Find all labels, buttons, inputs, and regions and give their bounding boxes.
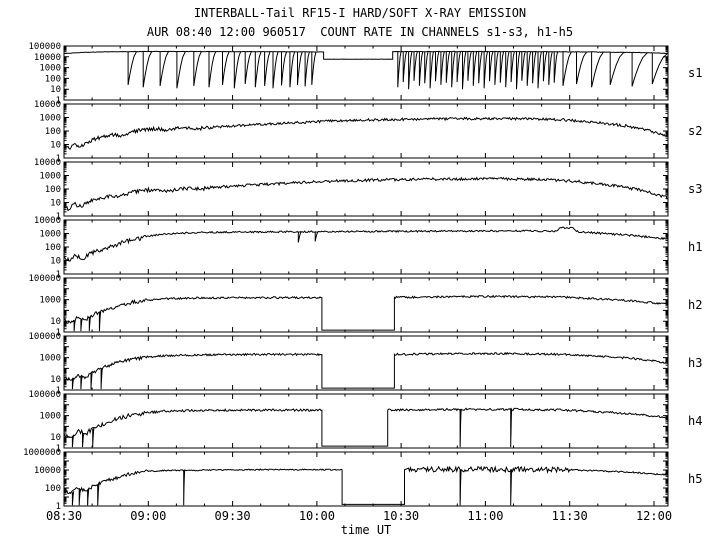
panel-label-s1: s1	[688, 66, 702, 80]
ytick-label-s1: 1000	[39, 64, 61, 74]
ytick-label-h5: 10000	[34, 466, 61, 476]
ytick-label-h2: 10	[50, 317, 61, 327]
panel-frame-s1	[63, 45, 669, 101]
axis-ticks-s3	[63, 161, 668, 217]
axis-ticks-h4	[63, 393, 668, 449]
spikes-h5	[71, 469, 513, 506]
panel-label-h4: h4	[688, 414, 702, 428]
ytick-label-s2: 100	[45, 127, 61, 137]
ytick-label-s3: 100	[45, 185, 61, 195]
axis-ticks-h1	[63, 219, 668, 275]
ytick-label-h4: 10	[50, 433, 61, 443]
series-h2	[63, 294, 669, 331]
axis-ticks-h2	[63, 277, 668, 333]
spikes-h2	[73, 311, 102, 332]
chart-subtitle: AUR 08:40 12:00 960517 COUNT RATE IN CHA…	[146, 25, 574, 39]
panel-frame-h5	[63, 451, 669, 507]
xtick-label: 12:00	[636, 509, 672, 523]
ytick-label-s2: 1	[56, 154, 61, 164]
panel-frame-s2	[63, 103, 669, 159]
panel-frame-h3	[63, 335, 669, 391]
ytick-label-s1: 100	[45, 74, 61, 84]
ytick-label-h5: 100	[45, 484, 61, 494]
ytick-label-h1: 10000	[34, 216, 61, 226]
series-h4	[63, 407, 669, 447]
ytick-label-h3: 100000	[28, 332, 61, 342]
series-s3	[63, 176, 669, 212]
panel-frame-h2	[63, 277, 669, 333]
axis-ticks-h5	[63, 451, 668, 507]
panel-label-s3: s3	[688, 182, 702, 196]
ytick-label-h1: 1000	[39, 230, 61, 240]
ytick-label-h3: 10	[50, 375, 61, 385]
ytick-label-h1: 10	[50, 257, 61, 267]
series-h5	[63, 465, 669, 505]
panel-frame-h4	[63, 393, 669, 449]
xtick-label: 08:30	[46, 509, 82, 523]
ytick-label-s3: 1000	[39, 172, 61, 182]
ytick-label-s2: 10000	[34, 100, 61, 110]
spikes-h4	[71, 409, 513, 448]
axis-ticks-h3	[63, 335, 668, 391]
ytick-label-h3: 1000	[39, 354, 61, 364]
ytick-label-h1: 1	[56, 270, 61, 280]
ytick-label-h5: 1000000	[23, 448, 61, 458]
ytick-label-s2: 1000	[39, 114, 61, 124]
ytick-label-s2: 10	[50, 141, 61, 151]
xtick-label: 09:30	[215, 509, 251, 523]
spikes-s1	[127, 51, 668, 90]
panel-frame-h1	[63, 219, 669, 275]
series-s1	[64, 50, 668, 60]
ytick-label-s3: 1	[56, 212, 61, 222]
xtick-label: 11:30	[552, 509, 588, 523]
ytick-label-h4: 1000	[39, 412, 61, 422]
spikes-h3	[71, 368, 103, 390]
ytick-label-h3: 1	[56, 386, 61, 396]
panel-label-h5: h5	[688, 472, 702, 486]
xtick-label: 09:00	[130, 509, 166, 523]
axis-ticks-s1	[63, 45, 668, 101]
ytick-label-s3: 10000	[34, 158, 61, 168]
ytick-label-s1: 10	[50, 85, 61, 95]
ytick-label-h1: 100	[45, 243, 61, 253]
ytick-label-h2: 1000	[39, 296, 61, 306]
chart-title: INTERBALL-Tail RF15-I HARD/SOFT X-RAY EM…	[193, 6, 527, 20]
ytick-label-s1: 10000	[34, 53, 61, 63]
panel-label-s2: s2	[688, 124, 702, 138]
ytick-label-h5: 1	[56, 502, 61, 512]
spikes-h1	[297, 231, 319, 243]
panel-label-h1: h1	[688, 240, 702, 254]
xtick-label: 11:00	[467, 509, 503, 523]
series-h1	[63, 226, 669, 262]
xtick-label: 10:00	[299, 509, 335, 523]
x-axis-title: time UT	[340, 523, 392, 537]
ytick-label-h4: 1	[56, 444, 61, 454]
ytick-label-s1: 100000	[28, 42, 61, 52]
panel-label-h3: h3	[688, 356, 702, 370]
xtick-label: 10:30	[383, 509, 419, 523]
series-h3	[63, 351, 669, 389]
ytick-label-h2: 100000	[28, 274, 61, 284]
ytick-label-s1: 1	[56, 96, 61, 106]
ytick-label-s3: 10	[50, 199, 61, 209]
axis-ticks-s2	[63, 103, 668, 159]
ytick-label-h2: 1	[56, 328, 61, 338]
series-s2	[63, 116, 669, 150]
panel-label-h2: h2	[688, 298, 702, 312]
ytick-label-h4: 100000	[28, 390, 61, 400]
